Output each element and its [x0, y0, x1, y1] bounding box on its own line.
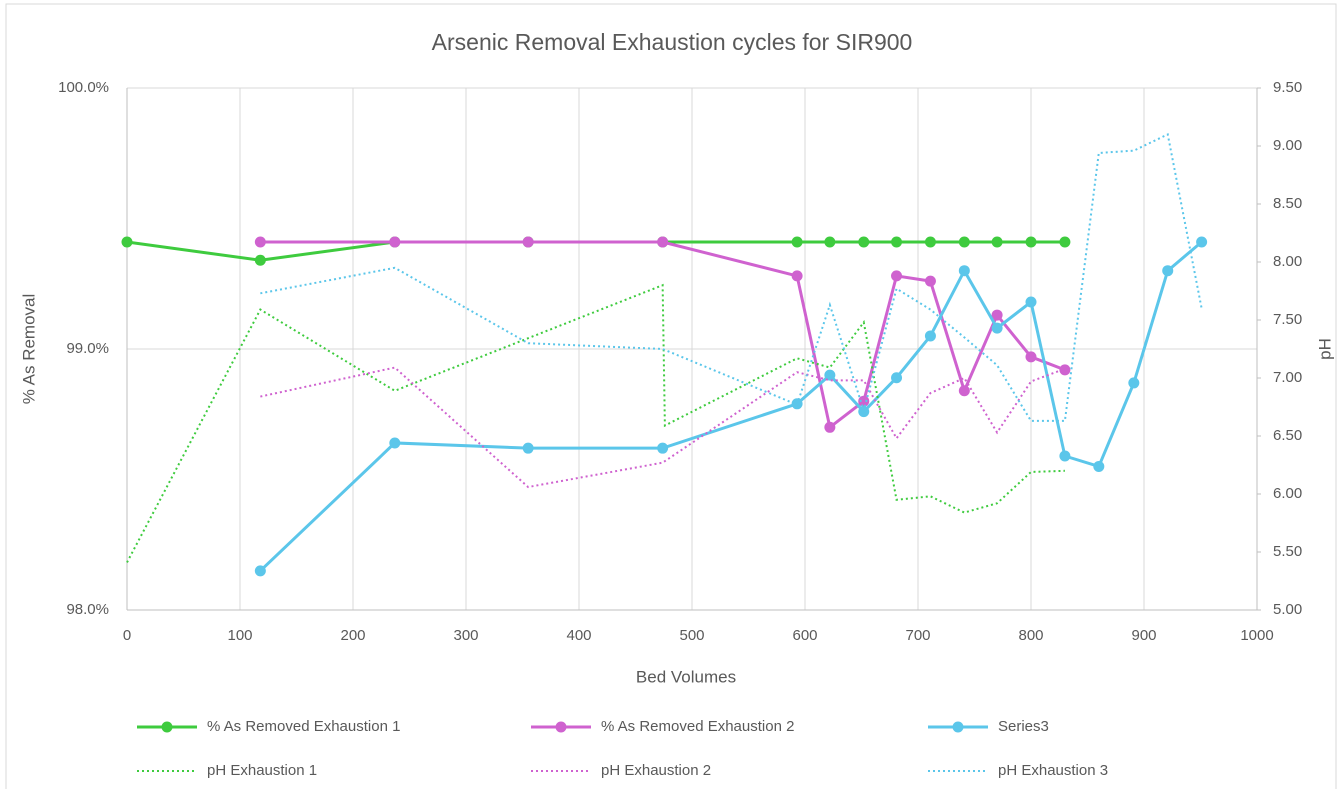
y2-tick-label: 8.50: [1273, 195, 1302, 212]
marker: [1059, 364, 1071, 376]
series-line: [260, 366, 1066, 489]
marker: [254, 254, 266, 266]
marker: [522, 236, 534, 248]
legend-label: % As Removed Exhaustion 1: [207, 718, 400, 735]
legend-label: pH Exhaustion 3: [998, 762, 1108, 779]
y2-tick-label: 6.50: [1273, 427, 1302, 444]
marker: [1025, 296, 1037, 308]
series-line: [126, 283, 1065, 563]
y2-axis-label: pH: [1315, 338, 1334, 360]
marker: [924, 275, 936, 287]
marker: [389, 236, 401, 248]
marker: [958, 236, 970, 248]
marker: [1128, 377, 1140, 389]
legend-label: Series3: [998, 718, 1049, 735]
marker: [254, 236, 266, 248]
y2-tick-label: 5.00: [1273, 601, 1302, 618]
marker: [958, 265, 970, 277]
marker: [891, 372, 903, 384]
marker: [791, 236, 803, 248]
y2-tick-label: 9.50: [1273, 79, 1302, 96]
marker: [891, 270, 903, 282]
x-tick-label: 1000: [1240, 627, 1273, 644]
legend-marker: [161, 721, 173, 733]
marker: [1196, 236, 1208, 248]
y2-tick-label: 6.00: [1273, 485, 1302, 502]
chart-border: [5, 3, 1337, 789]
marker: [991, 236, 1003, 248]
marker: [657, 236, 669, 248]
y-tick-label: 98.0%: [66, 601, 109, 618]
x-tick-label: 100: [227, 627, 252, 644]
x-tick-label: 700: [905, 627, 930, 644]
x-tick-label: 400: [566, 627, 591, 644]
x-tick-label: 300: [453, 627, 478, 644]
y2-tick-label: 9.00: [1273, 137, 1302, 154]
marker: [991, 309, 1003, 321]
y-tick-label: 99.0%: [66, 340, 109, 357]
legend-label: pH Exhaustion 1: [207, 762, 317, 779]
marker: [791, 270, 803, 282]
legend-marker: [555, 721, 567, 733]
y2-tick-label: 8.00: [1273, 253, 1302, 270]
marker: [924, 236, 936, 248]
y-tick-label: 100.0%: [58, 79, 109, 96]
marker: [858, 395, 870, 407]
x-tick-label: 200: [340, 627, 365, 644]
y2-tick-label: 7.00: [1273, 369, 1302, 386]
marker: [891, 236, 903, 248]
marker: [824, 421, 836, 433]
marker: [657, 442, 669, 454]
marker: [824, 369, 836, 381]
marker: [924, 330, 936, 342]
marker: [991, 322, 1003, 334]
marker: [121, 236, 133, 248]
y2-tick-label: 7.50: [1273, 311, 1302, 328]
marker: [389, 437, 401, 449]
x-tick-label: 800: [1018, 627, 1043, 644]
marker: [254, 565, 266, 577]
marker: [1025, 236, 1037, 248]
marker: [1025, 351, 1037, 363]
marker: [958, 385, 970, 397]
x-tick-label: 500: [679, 627, 704, 644]
marker: [1162, 265, 1174, 277]
legend-label: % As Removed Exhaustion 2: [601, 718, 794, 735]
chart-title: Arsenic Removal Exhaustion cycles for SI…: [432, 29, 913, 55]
x-tick-label: 900: [1131, 627, 1156, 644]
legend-marker: [952, 721, 964, 733]
marker: [1059, 236, 1071, 248]
x-tick-label: 0: [123, 627, 131, 644]
y2-tick-label: 5.50: [1273, 543, 1302, 560]
marker: [858, 236, 870, 248]
marker: [1059, 450, 1071, 462]
legend-label: pH Exhaustion 2: [601, 762, 711, 779]
marker: [824, 236, 836, 248]
x-axis-label: Bed Volumes: [636, 667, 736, 686]
x-tick-label: 600: [792, 627, 817, 644]
marker: [522, 442, 534, 454]
marker: [1093, 460, 1105, 472]
y-axis-label: % As Removal: [19, 294, 38, 405]
